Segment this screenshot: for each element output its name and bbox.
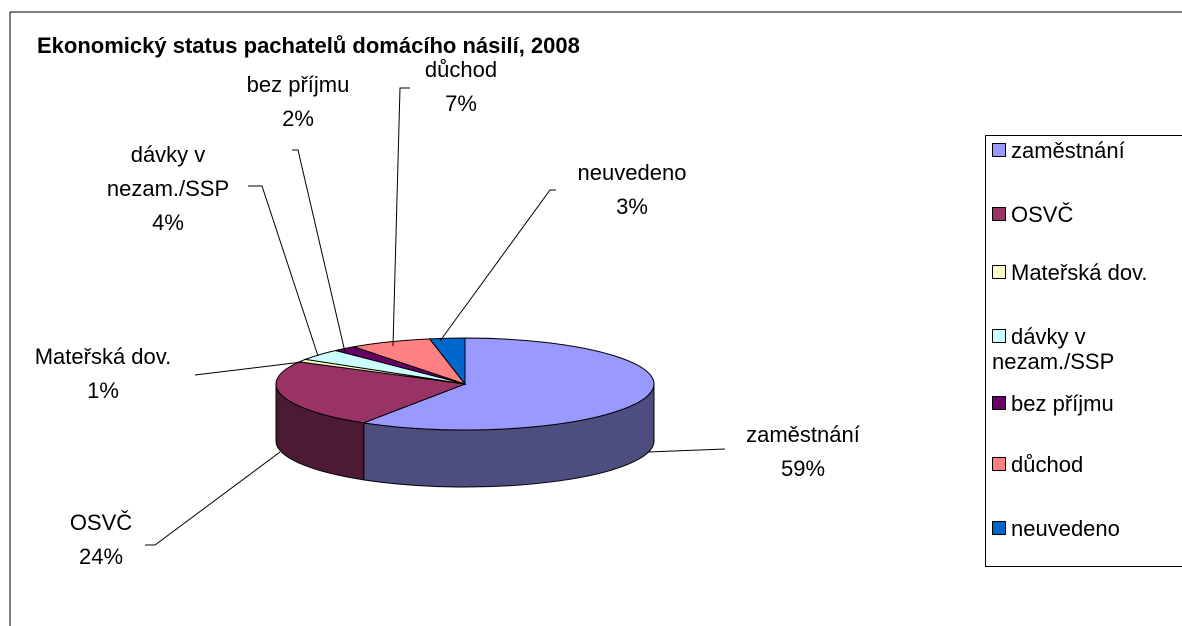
- data-label: OSVČ 24%: [41, 506, 161, 574]
- legend-swatch: [992, 207, 1006, 221]
- leader-line: [145, 451, 281, 546]
- legend-label: Mateřská dov.: [1011, 260, 1148, 285]
- data-label-name: zaměstnání: [746, 422, 860, 447]
- leader-line: [392, 87, 410, 347]
- legend-label: zaměstnání: [1011, 138, 1125, 163]
- legend-label: bez příjmu: [1011, 391, 1114, 416]
- data-label-name: OSVČ: [69, 510, 133, 535]
- slice: [275, 361, 466, 424]
- data-label-value: 4%: [152, 210, 184, 235]
- slice: [361, 337, 655, 431]
- data-label-value: 24%: [78, 544, 124, 569]
- legend-label: důchod: [1011, 452, 1084, 477]
- data-label-value: 3%: [616, 194, 648, 219]
- legend-swatch: [992, 521, 1006, 535]
- data-label: dávky v nezam./SSP 4%: [93, 138, 243, 240]
- data-label-name: bez příjmu: [246, 72, 350, 97]
- legend-swatch: [992, 143, 1006, 157]
- legend-swatch: [992, 265, 1006, 279]
- data-label: neuvedeno 3%: [552, 156, 712, 224]
- legend-swatch: [992, 329, 1006, 343]
- legend-entry: neuvedeno: [992, 516, 1182, 541]
- legend-label: OSVČ: [1011, 202, 1074, 227]
- legend-entry: OSVČ: [992, 202, 1182, 227]
- legend-entry: důchod: [992, 452, 1182, 477]
- data-label-name: důchod: [424, 57, 498, 82]
- legend-label: neuvedeno: [1011, 516, 1120, 541]
- pie: [275, 337, 655, 488]
- data-label-name: Mateřská dov.: [34, 344, 172, 369]
- data-label: zaměstnání 59%: [723, 418, 883, 486]
- leader-line: [439, 189, 556, 342]
- data-label-value: 59%: [780, 456, 826, 481]
- data-label-name: dávky v nezam./SSP: [106, 142, 230, 201]
- data-label-value: 2%: [282, 106, 314, 131]
- legend-label: dávky v nezam./SSP: [992, 324, 1115, 374]
- leader-line: [248, 185, 319, 357]
- legend-swatch: [992, 396, 1006, 410]
- data-label: bez příjmu 2%: [218, 68, 378, 136]
- legend: zaměstnání OSVČ Mateřská dov. dávky v nezam…: [985, 135, 1182, 567]
- legend-entry: Mateřská dov.: [992, 260, 1182, 285]
- legend-entry: dávky v nezam./SSP: [992, 324, 1182, 374]
- legend-swatch: [992, 457, 1006, 471]
- leader-line: [292, 149, 346, 353]
- legend-entry: zaměstnání: [992, 138, 1182, 163]
- legend-entry: bez příjmu: [992, 391, 1182, 416]
- data-label-value: 7%: [445, 91, 477, 116]
- leader-line: [194, 361, 303, 376]
- data-label-value: 1%: [87, 378, 119, 403]
- data-label: Mateřská dov. 1%: [3, 340, 203, 408]
- slice: [428, 337, 466, 386]
- data-label: důchod 7%: [401, 53, 521, 121]
- chart-title: Ekonomický status pachatelů domácího nás…: [37, 33, 580, 58]
- leader-line: [647, 448, 726, 453]
- data-label-name: neuvedeno: [577, 160, 687, 185]
